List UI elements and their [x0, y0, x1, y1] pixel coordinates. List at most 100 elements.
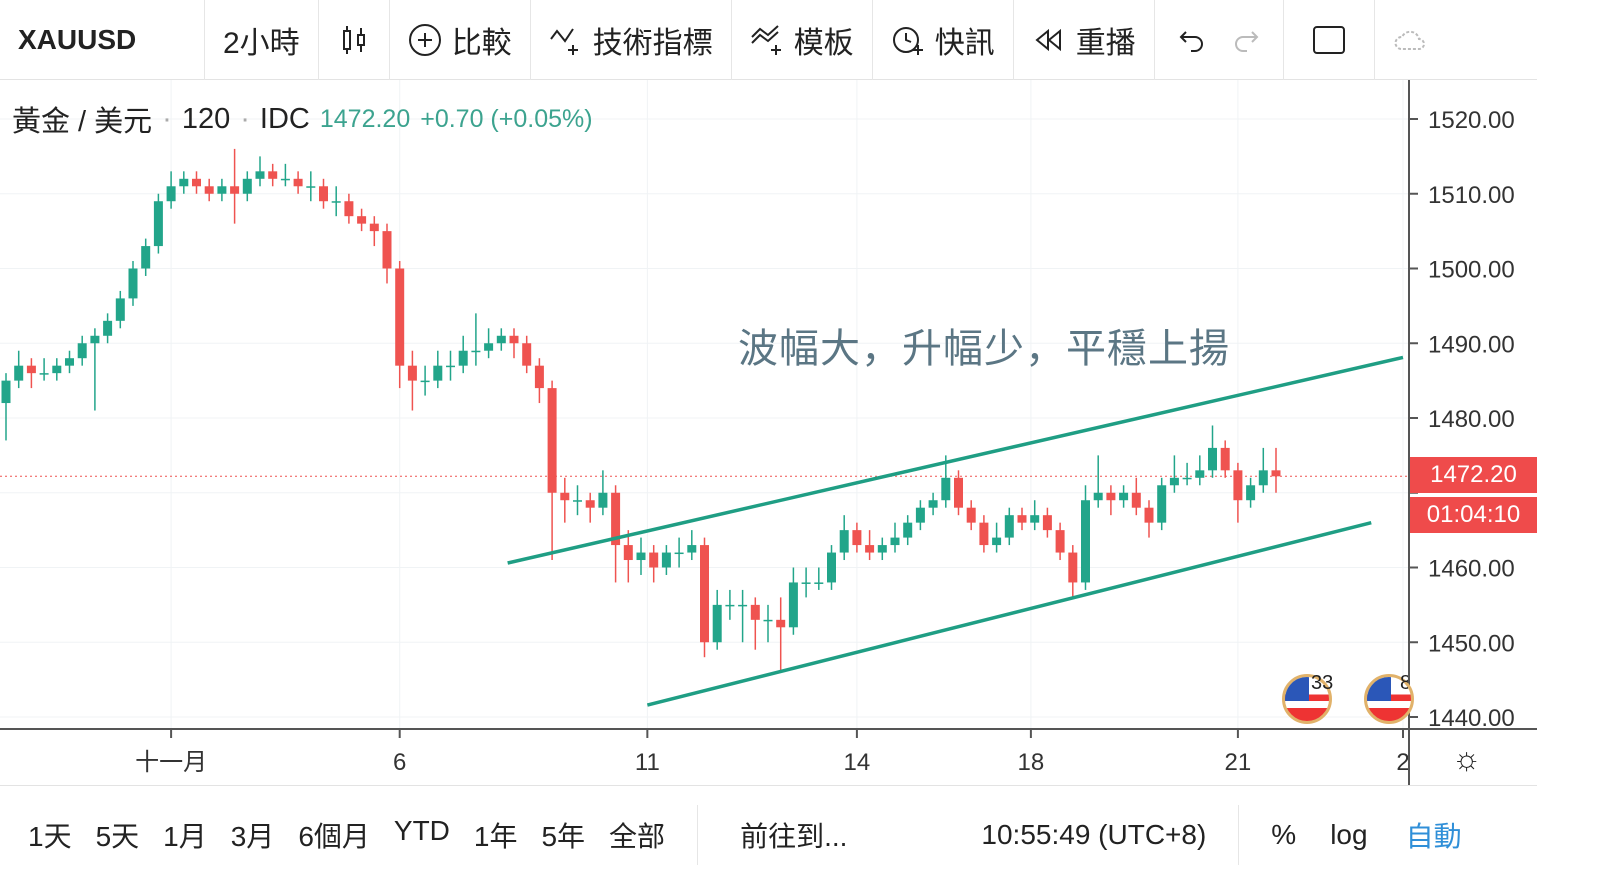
cloud-icon: [1394, 30, 1425, 50]
candle-body: [700, 545, 709, 643]
indicators-label: 技術指標: [592, 27, 713, 60]
candle-body: [153, 201, 163, 247]
alerts-button[interactable]: 快訊: [873, 0, 1014, 80]
range-button[interactable]: 1年: [473, 821, 518, 852]
settings-gear-icon[interactable]: ☼: [1452, 740, 1482, 776]
range-buttons: 1天 5天 1月 3月 6個月 YTD 1年 5年 全部: [0, 815, 677, 855]
candle-body: [14, 365, 24, 381]
candle-body: [560, 492, 570, 501]
candle-body: [522, 343, 532, 366]
candle-body: [928, 500, 938, 508]
candle-body: [103, 320, 113, 336]
candle-body: [90, 335, 100, 344]
square-icon: [1312, 26, 1345, 54]
candle-body: [1182, 477, 1192, 480]
compare-label: 比較: [451, 27, 512, 60]
candle-body: [1220, 447, 1230, 471]
candles-icon: [342, 26, 365, 54]
replay-button[interactable]: 重播: [1014, 0, 1155, 80]
event-count: 8: [1400, 672, 1408, 694]
y-tick-label: 1510.00: [1428, 182, 1515, 209]
symbol-label: XAUUSD: [18, 24, 137, 55]
candle-body: [585, 500, 595, 508]
trendline: [646, 520, 1372, 707]
candle-body: [865, 545, 875, 553]
candle-body: [966, 507, 976, 523]
interval-label: 2小時: [223, 27, 300, 60]
us-flag-event-icon[interactable]: [1364, 674, 1414, 724]
candle-body: [827, 552, 836, 583]
candle-body: [649, 552, 659, 568]
symbol-button[interactable]: XAUUSD: [0, 0, 205, 80]
candle-body: [954, 477, 963, 508]
top-toolbar: XAUUSD 2小時 比較 技術指標 模板 快訊 重播: [0, 0, 1537, 80]
candle-body: [738, 604, 748, 607]
candle-body: [852, 530, 862, 546]
candle-body: [573, 500, 582, 502]
y-tick-label: 1500.00: [1428, 257, 1515, 284]
candle-body: [115, 298, 125, 321]
candle-body: [280, 178, 290, 181]
candle-body: [458, 350, 468, 366]
candle-body: [255, 171, 265, 179]
candle-body: [1068, 552, 1078, 583]
last-price-tag: 1472.20: [1410, 457, 1537, 493]
y-tick-label: 1520.00: [1428, 107, 1515, 134]
candle-body: [712, 604, 722, 643]
range-button[interactable]: 1天: [28, 821, 72, 852]
candle-body: [598, 492, 608, 508]
range-button[interactable]: 全部: [609, 821, 666, 852]
templates-button[interactable]: 模板: [732, 0, 873, 80]
chart-annotation[interactable]: 波幅大，升幅少，平穩上揚: [738, 327, 1230, 371]
range-button[interactable]: YTD: [393, 815, 450, 846]
candle-body: [890, 537, 900, 546]
candle-body: [801, 582, 811, 584]
candle-body: [534, 365, 544, 389]
goto-date-button[interactable]: 前往到...: [740, 821, 848, 852]
cloud-save-button[interactable]: [1375, 0, 1445, 80]
candles: [1, 148, 1281, 673]
x-axis-ticks: 十一月 6 11 14 18 21 2: [135, 728, 1410, 776]
range-button[interactable]: 3月: [230, 821, 275, 852]
event-count: 33: [1311, 672, 1334, 694]
log-scale-toggle[interactable]: log: [1330, 819, 1368, 850]
bottom-toolbar: 1天 5天 1月 3月 6個月 YTD 1年 5年 全部 前往到... 10:55:49 (UT…: [0, 785, 1537, 884]
chart-type-button[interactable]: [319, 0, 390, 80]
candle-body: [509, 335, 519, 344]
indicators-button[interactable]: 技術指標: [531, 0, 732, 80]
range-button[interactable]: 5年: [541, 821, 586, 852]
range-button[interactable]: 1月: [163, 821, 207, 852]
candle-body: [674, 552, 684, 555]
candle-body: [319, 186, 328, 202]
clock-timezone[interactable]: 10:55:49 (UTC+8): [981, 819, 1207, 850]
x-tick-label: 21: [1225, 749, 1252, 776]
alerts-label: 快訊: [934, 27, 995, 60]
compare-button[interactable]: 比較: [390, 0, 531, 80]
candle-body: [1093, 492, 1103, 501]
fullscreen-button[interactable]: [1284, 0, 1375, 80]
candle-body: [547, 388, 557, 493]
candle-body: [141, 246, 151, 269]
candle-body: [979, 522, 989, 546]
range-button[interactable]: 6個月: [298, 821, 370, 852]
auto-scale-toggle[interactable]: 自動: [1405, 821, 1462, 852]
range-button[interactable]: 5天: [95, 821, 140, 852]
candle-body: [915, 507, 925, 523]
us-flag-event-icon[interactable]: [1282, 674, 1332, 724]
legend-price: 1472.20: [319, 104, 411, 133]
x-tick-label: 18: [1018, 749, 1045, 776]
divider: [697, 805, 699, 865]
candle-body: [1233, 470, 1243, 501]
percent-scale-toggle[interactable]: %: [1271, 819, 1297, 850]
candle-body: [941, 477, 951, 501]
candle-body: [661, 552, 671, 568]
legend-source: IDC: [259, 102, 310, 135]
undo-icon[interactable]: [1173, 23, 1207, 57]
candle-body: [433, 365, 443, 381]
candle-body: [446, 365, 455, 368]
candle-body: [776, 619, 786, 628]
instrument-name: 黃金 / 美元: [12, 106, 153, 138]
redo-icon[interactable]: [1231, 23, 1265, 57]
interval-button[interactable]: 2小時: [205, 0, 319, 80]
y-tick-label: 1450.00: [1428, 630, 1515, 657]
